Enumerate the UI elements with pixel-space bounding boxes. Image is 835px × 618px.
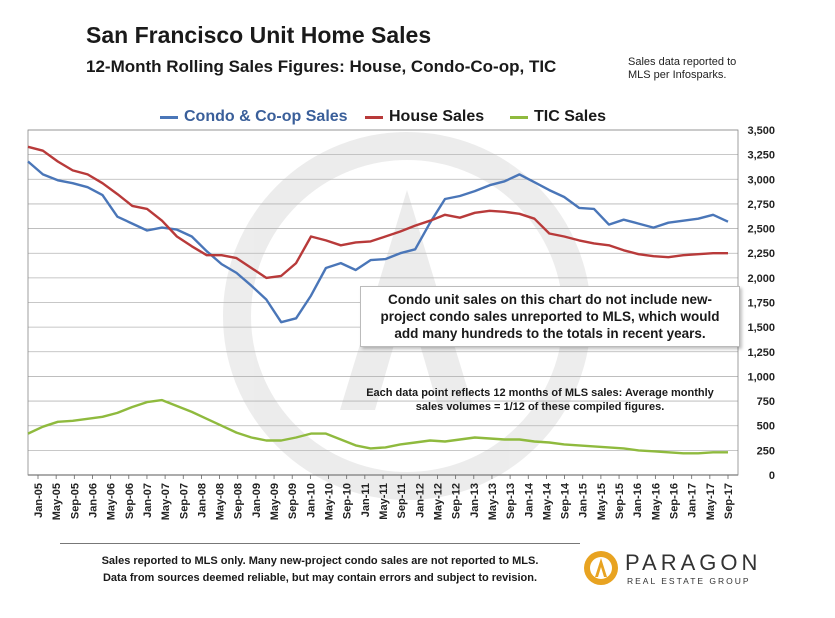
x-tick-label: Sep-07 <box>178 483 190 519</box>
y-tick-label: 2,500 <box>747 224 775 236</box>
y-tick-label: 2,750 <box>747 199 775 211</box>
series-line-tic <box>27 398 728 455</box>
legend-label-tic: TIC Sales <box>534 108 607 125</box>
x-tick-label: Jan-11 <box>360 483 372 517</box>
x-tick-label: May-16 <box>650 483 662 520</box>
y-tick-label: 1,000 <box>747 371 775 383</box>
footer-line-2: Data from sources deemed reliable, but m… <box>102 572 538 584</box>
x-tick-label: May-12 <box>432 483 444 520</box>
footer-divider <box>60 543 580 544</box>
y-tick-label: 750 <box>757 396 775 408</box>
x-tick-label: May-05 <box>51 483 63 520</box>
y-axis-ticks: 0 250 500 750 1,000 1,250 1,500 1,750 2,000 2,250… <box>747 125 775 482</box>
page-title: San Francisco Unit Home Sales <box>86 22 432 48</box>
x-tick-label: Jan-10 <box>305 483 317 518</box>
x-tick-label: Sep-05 <box>69 483 81 519</box>
x-tick-label: May-10 <box>324 483 336 520</box>
y-tick-label: 500 <box>757 421 775 433</box>
y-tick-label: 3,250 <box>747 150 775 162</box>
legend-item-house: House Sales <box>365 108 484 126</box>
footer-note: Sales reported to MLS only. Many new-pro… <box>60 553 580 587</box>
x-tick-label: Sep-08 <box>233 483 245 519</box>
paragon-logo-icon <box>584 551 618 585</box>
x-tick-label: May-06 <box>106 483 118 520</box>
x-tick-label: May-15 <box>596 483 608 520</box>
x-tick-label: Sep-13 <box>505 483 517 519</box>
x-tick-label: Jan-17 <box>687 483 699 518</box>
x-tick-label: May-07 <box>160 483 172 520</box>
x-tick-label: Sep-15 <box>614 483 626 519</box>
x-tick-label: Sep-09 <box>287 483 299 519</box>
x-tick-label: Sep-12 <box>451 483 463 519</box>
y-tick-label: 2,000 <box>747 273 775 285</box>
x-tick-label: May-17 <box>705 483 717 520</box>
y-tick-label: 250 <box>757 445 775 457</box>
paragon-logo: PARAGON REAL ESTATE GROUP <box>583 548 793 588</box>
annotation-data-point-note: Each data point reflects 12 months of ML… <box>366 387 714 413</box>
x-tick-label: Jan-16 <box>632 483 644 518</box>
x-tick-label: Sep-16 <box>669 483 681 519</box>
y-tick-label: 0 <box>769 470 775 482</box>
logo-name: PARAGON <box>625 550 762 575</box>
x-axis-ticks: Jan-05 May-05 Sep-05 Jan-06 May-06 Sep-06 Jan-… <box>33 475 735 520</box>
legend-swatch-house <box>365 115 383 119</box>
x-tick-label: Sep-17 <box>723 483 735 519</box>
x-tick-label: Sep-14 <box>560 482 572 519</box>
x-tick-label: Jan-05 <box>33 483 45 518</box>
x-tick-label: Jan-14 <box>523 482 535 518</box>
x-tick-label: Jan-13 <box>469 483 481 518</box>
x-tick-label: May-11 <box>378 483 390 520</box>
y-tick-label: 3,000 <box>747 174 775 186</box>
source-note: Sales data reported to MLS per Infospark… <box>628 56 737 81</box>
x-tick-label: May-08 <box>215 483 227 520</box>
x-tick-label: Jan-09 <box>251 483 263 518</box>
y-tick-label: 1,500 <box>747 322 775 334</box>
series-line-condo <box>27 160 729 324</box>
y-tick-label: 2,250 <box>747 248 775 260</box>
series-lines <box>27 145 729 455</box>
legend-label-house: House Sales <box>389 108 485 125</box>
logo-tagline: REAL ESTATE GROUP <box>627 576 751 586</box>
x-tick-label: Jan-07 <box>142 483 154 518</box>
x-tick-label: Sep-06 <box>124 483 136 519</box>
legend-item-condo: Condo & Co-op Sales <box>160 108 348 126</box>
legend-label-condo: Condo & Co-op Sales <box>184 108 348 125</box>
x-tick-label: Sep-11 <box>396 483 408 518</box>
x-tick-label: Jan-08 <box>196 483 208 518</box>
page-subtitle: 12-Month Rolling Sales Figures: House, C… <box>86 57 557 76</box>
series-line-house <box>27 145 728 280</box>
legend-swatch-tic <box>510 115 528 119</box>
x-tick-label: May-14 <box>541 482 553 520</box>
legend-swatch-condo <box>160 115 178 119</box>
x-tick-label: Jan-06 <box>87 483 99 518</box>
y-tick-label: 1,250 <box>747 347 775 359</box>
legend-item-tic: TIC Sales <box>510 108 606 126</box>
x-tick-label: Sep-10 <box>342 483 354 519</box>
footer-line-1: Sales reported to MLS only. Many new-pro… <box>101 555 539 567</box>
x-tick-label: Jan-12 <box>414 483 426 518</box>
x-tick-label: May-13 <box>487 483 499 520</box>
x-tick-label: May-09 <box>269 483 281 520</box>
annotation-note-box: Condo unit sales on this chart do not in… <box>360 286 740 347</box>
y-tick-label: 1,750 <box>747 298 775 310</box>
y-tick-label: 3,500 <box>747 125 775 137</box>
x-tick-label: Jan-15 <box>578 483 590 518</box>
